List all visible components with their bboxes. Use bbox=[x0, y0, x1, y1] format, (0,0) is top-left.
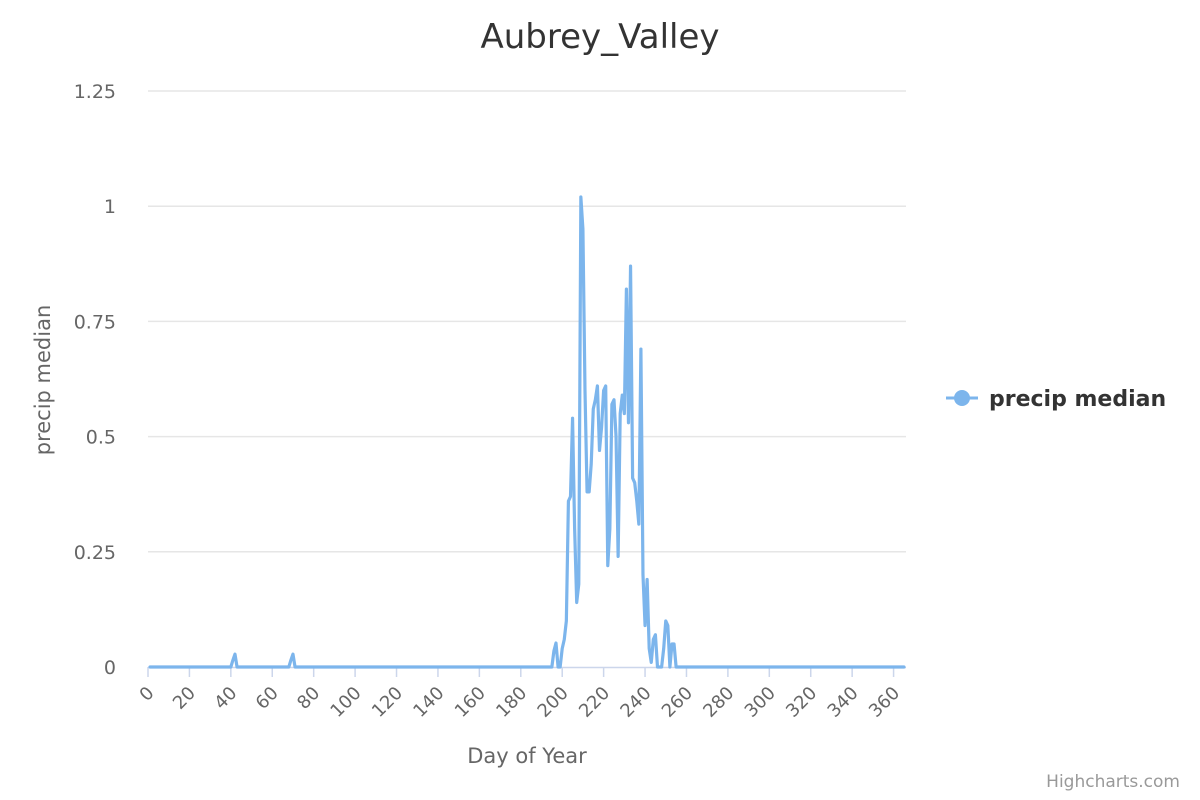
x-tick-label: 220 bbox=[575, 683, 614, 722]
x-tick-label: 160 bbox=[451, 683, 490, 722]
x-axis-title: Day of Year bbox=[467, 744, 587, 768]
series-group[interactable] bbox=[148, 195, 906, 669]
legend-label[interactable]: precip median bbox=[989, 387, 1166, 412]
grid-lines bbox=[148, 90, 906, 553]
x-tick-label: 300 bbox=[741, 683, 780, 722]
y-tick-label: 0.5 bbox=[86, 427, 116, 449]
chart-title: Aubrey_Valley bbox=[480, 17, 719, 57]
credits-link[interactable]: Highcharts.com bbox=[1046, 772, 1180, 792]
y-axis-title: precip median bbox=[31, 305, 55, 456]
x-tick-label: 80 bbox=[293, 683, 324, 714]
x-tick-label: 120 bbox=[368, 683, 407, 722]
x-tick-label: 280 bbox=[699, 683, 738, 722]
x-tick-label: 200 bbox=[534, 683, 573, 722]
y-tick-label: 0 bbox=[104, 657, 116, 679]
legend[interactable]: precip median bbox=[946, 387, 1166, 412]
y-axis: 0 0.25 0.5 0.75 1 1.25 bbox=[74, 81, 116, 679]
y-tick-label: 0.25 bbox=[74, 542, 116, 564]
x-axis: 0 20 40 60 80 100 120 140 160 180 200 220 240 260 280 3… bbox=[136, 666, 906, 722]
x-tick-label: 0 bbox=[136, 683, 159, 706]
legend-marker-icon bbox=[954, 390, 970, 406]
x-tick-label: 140 bbox=[409, 683, 448, 722]
x-tick-label: 60 bbox=[252, 683, 283, 714]
x-tick-label: 240 bbox=[616, 683, 655, 722]
y-tick-label: 1.25 bbox=[74, 81, 116, 103]
series-line[interactable] bbox=[148, 195, 906, 669]
x-tick-label: 20 bbox=[169, 683, 200, 714]
x-tick-label: 320 bbox=[782, 683, 821, 722]
x-tick-label: 100 bbox=[326, 683, 365, 722]
y-tick-label: 0.75 bbox=[74, 311, 116, 333]
x-tick-label: 340 bbox=[824, 683, 863, 722]
x-tick-label: 40 bbox=[210, 683, 241, 714]
x-tick-label: 260 bbox=[658, 683, 697, 722]
x-tick-label: 180 bbox=[492, 683, 531, 722]
y-tick-label: 1 bbox=[104, 196, 116, 218]
x-tick-label: 360 bbox=[865, 683, 904, 722]
